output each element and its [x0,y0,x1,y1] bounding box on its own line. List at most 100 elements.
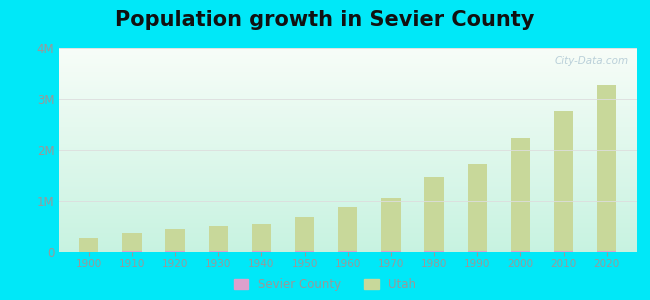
Bar [58,50,637,51]
Bar [58,132,637,133]
Bar [58,250,637,251]
Bar [381,198,400,252]
Bar [58,168,637,169]
Bar [58,232,637,234]
Bar [58,243,637,244]
Bar [58,220,637,221]
Bar [58,94,637,95]
Bar [58,189,637,190]
Bar [338,207,358,252]
Bar [58,249,637,250]
Bar [58,194,637,195]
Bar [58,139,637,140]
Bar [58,51,637,52]
Bar [58,54,637,55]
Bar [58,205,637,206]
Bar [58,49,637,50]
Bar [58,247,637,248]
Bar [58,52,637,53]
Bar [58,209,637,210]
Bar [58,105,637,106]
Bar [58,136,637,137]
Bar [58,210,637,211]
Bar [58,191,637,192]
Bar [58,82,637,83]
Bar [58,152,637,153]
Bar [58,88,637,89]
Bar [58,59,637,60]
Bar [511,251,530,252]
Bar [58,148,637,149]
Bar [58,146,637,147]
Bar [58,157,637,158]
Bar [58,169,637,170]
Bar [58,64,637,65]
Bar [58,153,637,154]
Bar [58,215,637,216]
Bar [58,246,637,247]
Bar [58,62,637,63]
Bar [58,99,637,100]
Bar [58,120,637,122]
Bar [58,227,637,229]
Bar [58,238,637,239]
Bar [58,195,637,196]
Bar [58,203,637,204]
Bar [58,212,637,213]
Bar [597,85,616,252]
Bar [58,107,637,108]
Bar [209,226,228,252]
Bar [58,92,637,93]
Bar [58,164,637,165]
Bar [58,206,637,207]
Bar [58,226,637,227]
Bar [58,56,637,57]
Bar [58,214,637,215]
Bar [58,89,637,90]
Bar [424,251,444,252]
Bar [58,178,637,180]
Bar [58,109,637,110]
Bar [58,162,637,163]
Bar [58,48,637,49]
Bar [58,183,637,184]
Bar [58,171,637,172]
Bar [58,112,637,113]
Bar [58,217,637,218]
Bar [58,143,637,144]
Text: Population growth in Sevier County: Population growth in Sevier County [115,11,535,31]
Bar [58,207,637,208]
Bar [58,173,637,175]
Bar [58,86,637,87]
Bar [58,133,637,134]
Bar [58,61,637,62]
Bar [58,200,637,201]
Bar [58,180,637,181]
Bar [58,90,637,91]
Bar [58,172,637,173]
Bar [58,87,637,88]
Bar [58,69,637,70]
Bar [58,231,637,232]
Bar [58,93,637,94]
Bar [58,116,637,117]
Bar [58,147,637,148]
Bar [58,219,637,220]
Bar [58,204,637,205]
Bar [58,193,637,194]
Bar [58,122,637,124]
Bar [58,114,637,115]
Bar [58,235,637,236]
Bar [58,128,637,129]
Bar [58,149,637,150]
Bar [554,111,573,252]
Bar [511,138,530,252]
Bar [58,124,637,125]
Bar [58,80,637,81]
Bar [58,251,637,252]
Bar [58,166,637,167]
Bar [554,251,573,252]
Bar [58,118,637,119]
Bar [58,185,637,186]
Bar [58,151,637,152]
